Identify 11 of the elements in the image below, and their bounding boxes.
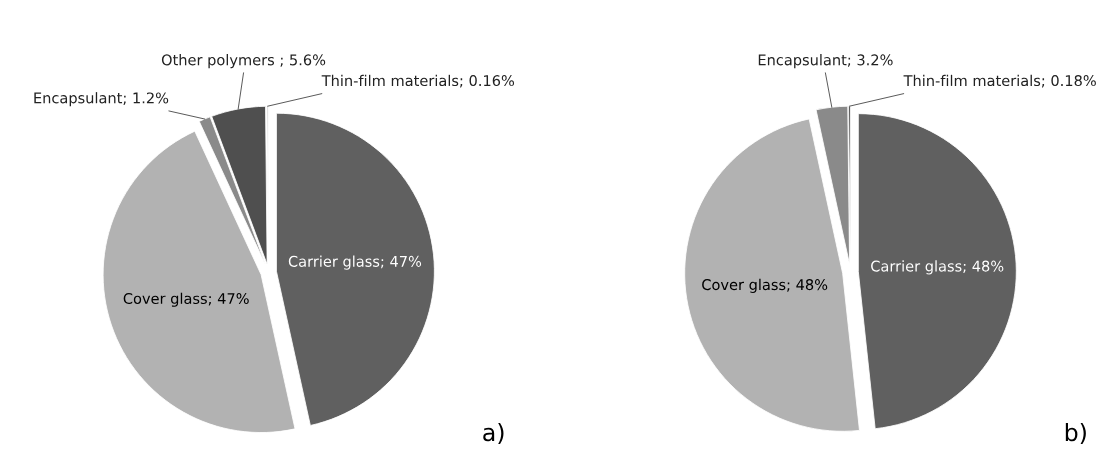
slice-label: Encapsulant; 3.2% xyxy=(758,54,893,69)
slice-label: Cover glass; 48% xyxy=(702,278,828,293)
slice-label: Thin-film materials; 0.18% xyxy=(903,74,1096,88)
text: b) xyxy=(1065,422,1086,445)
text: a) xyxy=(483,422,504,445)
slice-label: Thin-film materials; 0.16% xyxy=(321,74,515,88)
slice-label: Other polymers ; 5.6% xyxy=(161,54,326,69)
slice-label: Carrier glass; 48% xyxy=(871,260,1004,275)
slice-label: Cover glass; 47% xyxy=(123,292,249,307)
slice-label: Carrier glass; 47% xyxy=(288,255,422,270)
slice-label: Encapsulant; 1.2% xyxy=(34,92,169,107)
